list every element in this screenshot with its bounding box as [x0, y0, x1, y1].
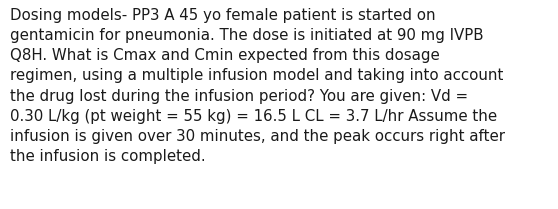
Text: Dosing models- PP3 A 45 yo female patient is started on
gentamicin for pneumonia: Dosing models- PP3 A 45 yo female patien… — [10, 8, 505, 164]
